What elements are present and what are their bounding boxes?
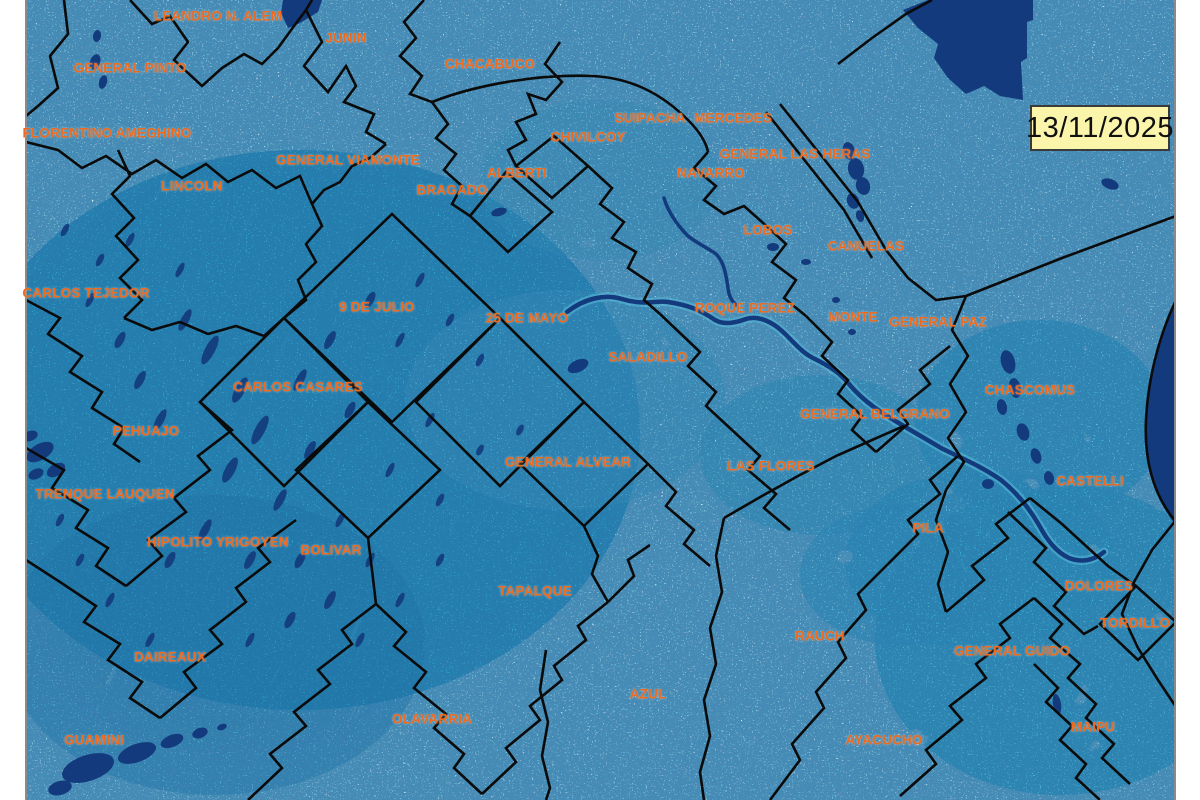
water-bodies	[22, 0, 1200, 796]
right-margin	[1176, 0, 1200, 800]
streak-lagoons	[55, 223, 524, 648]
rio-de-la-plata	[903, 0, 1033, 100]
district-boundaries	[25, 0, 1192, 800]
date-badge: 13/11/2025	[1026, 105, 1174, 151]
left-margin	[0, 0, 25, 800]
guamini-lagoon	[62, 753, 114, 783]
samborombon-bay	[1144, 300, 1175, 524]
salado-river	[562, 196, 1109, 565]
